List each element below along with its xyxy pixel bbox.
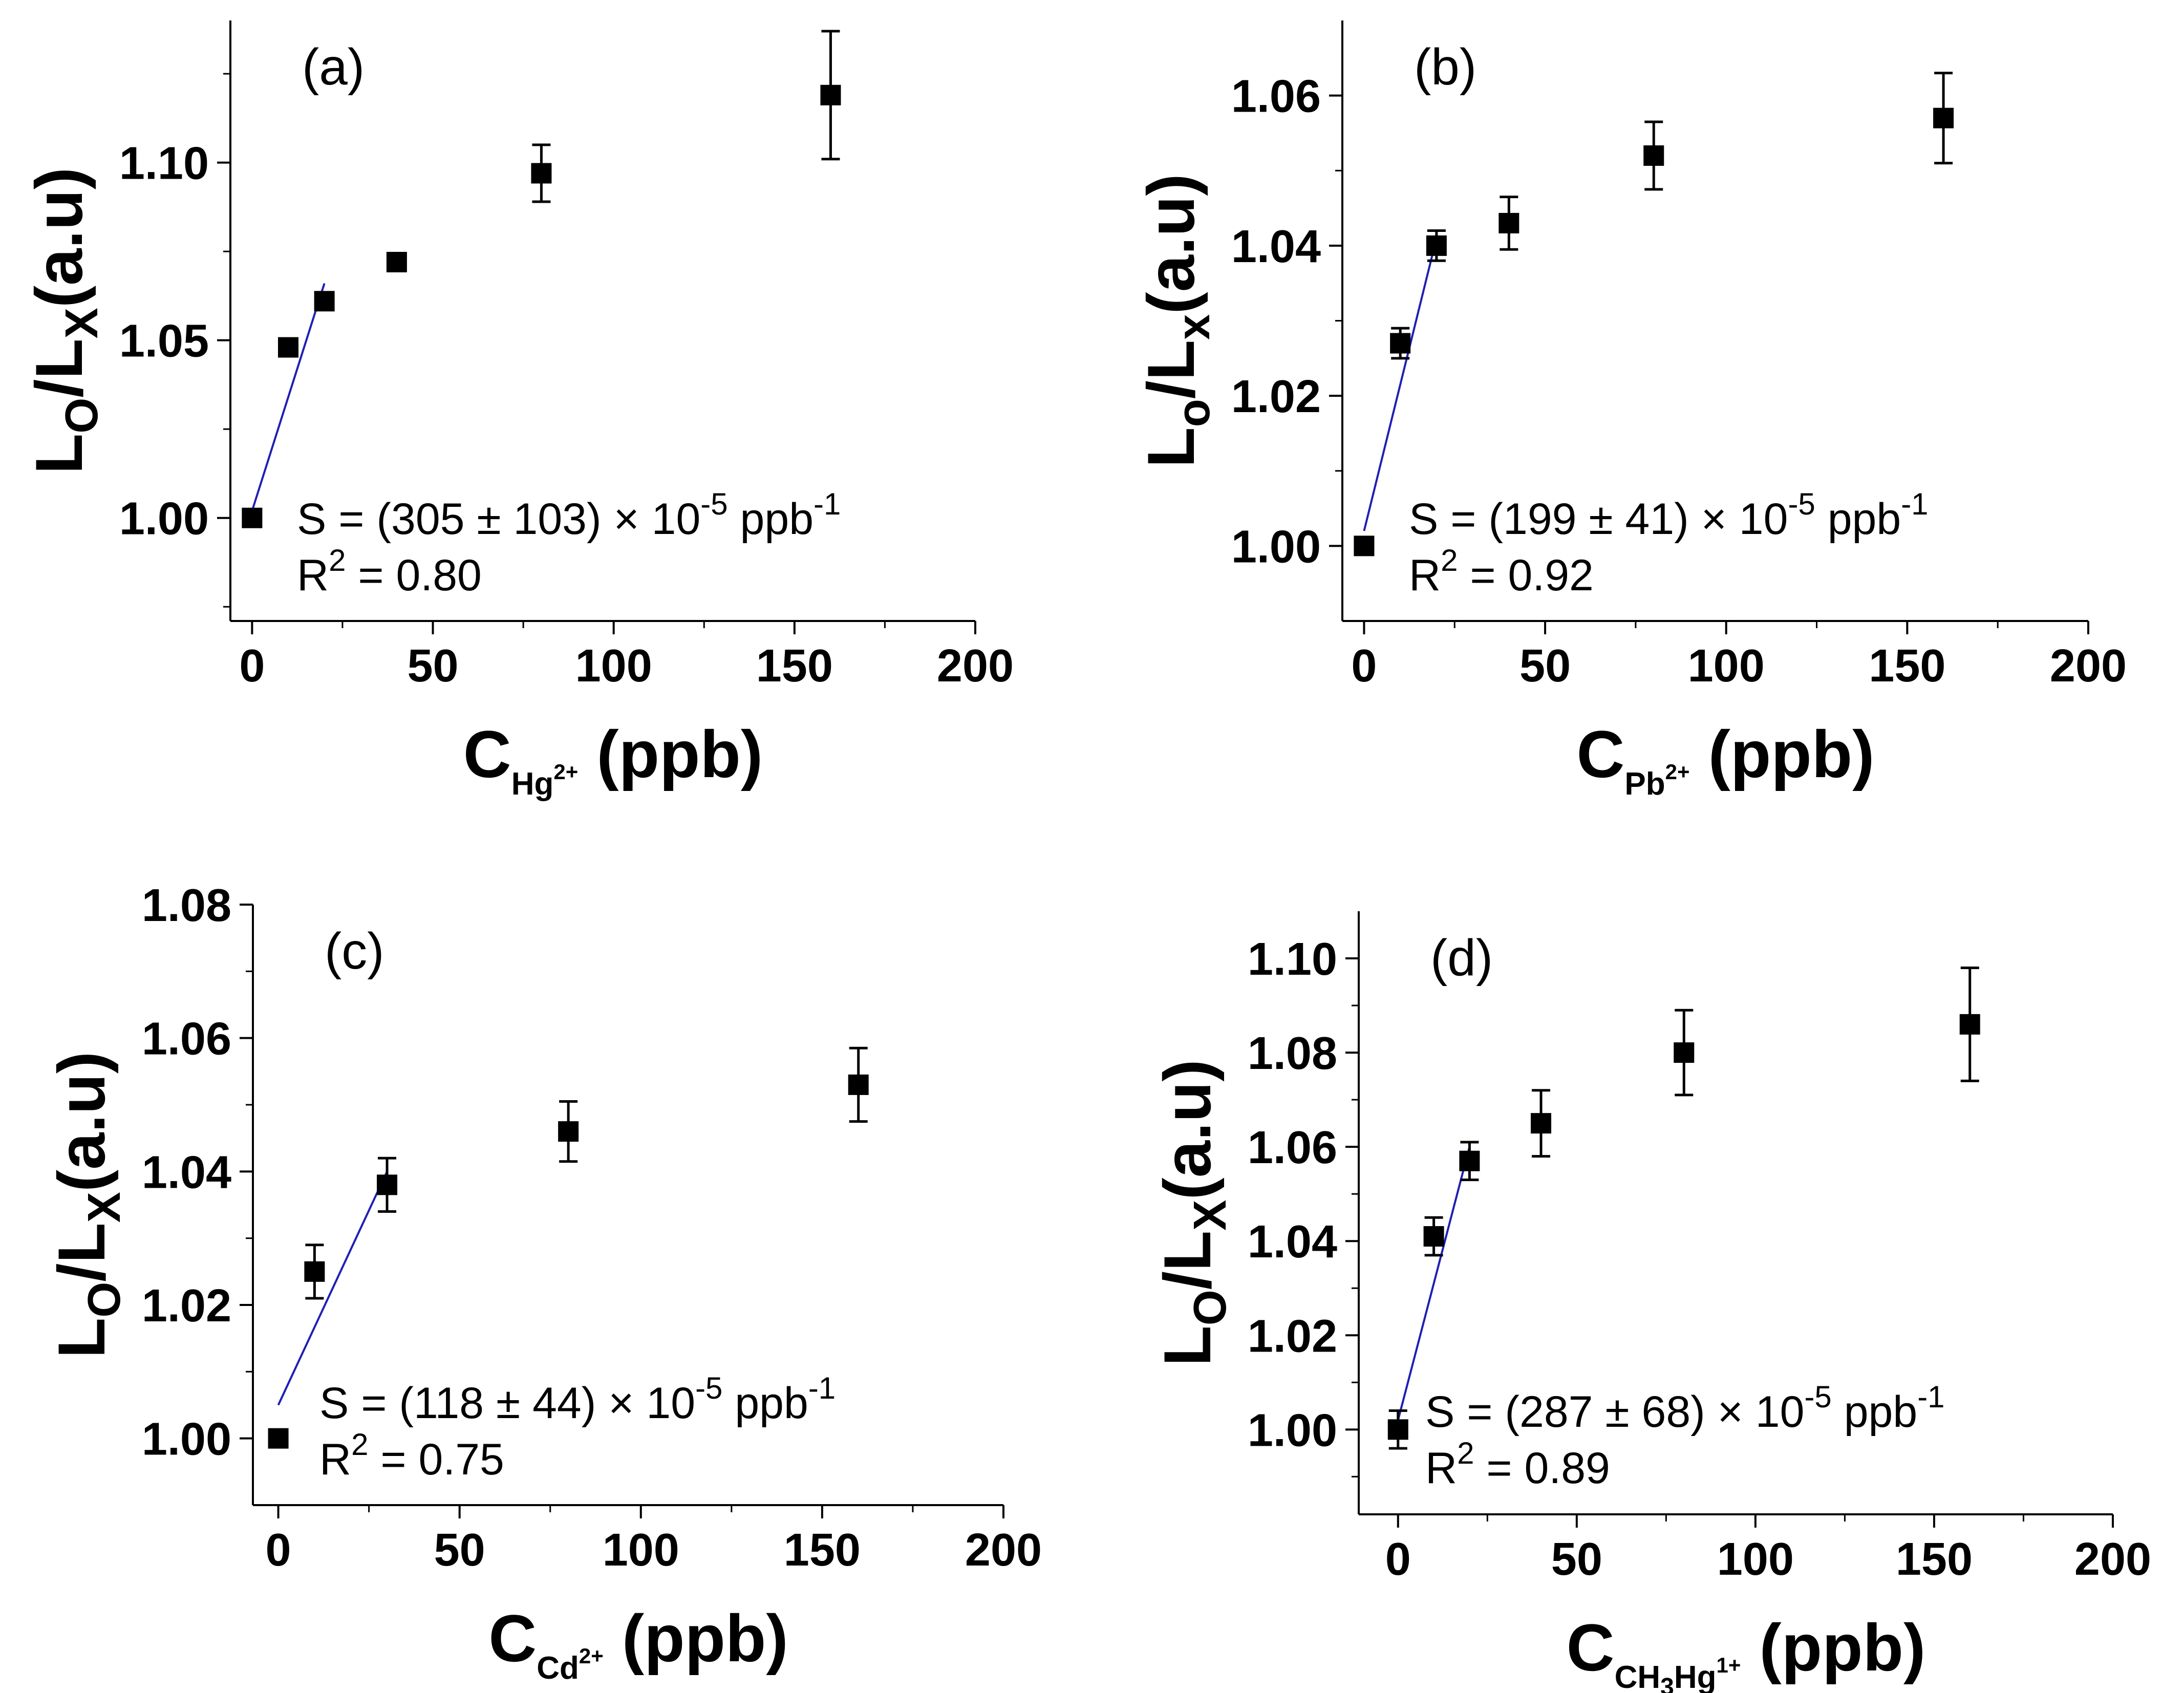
y-tick-label: 1.04 [142,1147,231,1198]
data-point [1498,212,1519,233]
y-tick-label: 1.05 [119,316,209,367]
x-tick-label: 0 [239,640,265,692]
x-tick-label: 150 [1896,1534,1973,1585]
data-point [820,84,841,105]
fit-line [251,283,326,511]
data-point [1459,1150,1480,1171]
data-point [1354,535,1375,556]
data-point [1674,1042,1695,1063]
x-tick-label: 50 [407,640,458,692]
y-tick-label: 1.02 [1248,1311,1337,1362]
x-tick-label: 100 [603,1525,679,1576]
x-axis-label: CHg2+ (ppb) [463,717,763,802]
x-tick-label: 50 [1551,1534,1602,1585]
y-axis-label: LO/LX(a.u) [22,167,108,474]
x-tick-label: 150 [756,640,833,692]
r-squared-text: R2 = 0.89 [1425,1436,1610,1493]
x-tick-label: 100 [1688,640,1765,692]
y-tick-label: 1.06 [1248,1122,1337,1173]
data-point [278,337,299,358]
panel-c: 0 50 100 150 200 1.00 1.02 1.04 1.06 1.08 (c) S = (… [44,880,1042,1686]
x-axis-label: CPb2+ (ppb) [1577,717,1875,802]
y-tick-label: 1.08 [142,880,231,931]
data-point [242,507,263,528]
x-tick-label: 200 [937,640,1014,692]
data-point [1531,1113,1552,1134]
y-tick-label: 1.10 [119,138,209,189]
x-tick-label: 50 [434,1525,485,1576]
x-axis-label: CCd2+ (ppb) [488,1601,788,1686]
y-axis-label: LO/LX(a.u) [44,1052,130,1358]
sensitivity-text: S = (199 ± 41) × 10-5 ppb-1 [1409,487,1929,544]
panel-d: 0 50 100 150 200 1.00 1.02 1.04 1.06 1.08 1.10 (d) S… [1150,911,2151,1693]
data-point [558,1121,579,1142]
r-squared-text: R2 = 0.75 [319,1427,504,1484]
x-tick-label: 100 [1717,1534,1794,1585]
data-point [1423,1226,1444,1247]
data-point [1959,1014,1980,1035]
sensitivity-text: S = (118 ± 44) × 10-5 ppb-1 [319,1371,836,1428]
panel-label: (b) [1414,38,1476,96]
y-axis-label: Lo/Lx(a.u) [1133,174,1219,467]
sensitivity-text: S = (305 ± 103) × 10-5 ppb-1 [297,487,841,544]
y-tick-label: 1.02 [142,1280,231,1332]
y-tick-label: 1.00 [1231,521,1321,572]
fit-line [1397,1146,1471,1421]
x-tick-label: 100 [575,640,652,692]
data-point [531,163,552,184]
fit-line [277,1171,388,1406]
y-tick-label: 1.06 [142,1014,231,1065]
panel-label: (c) [325,923,384,980]
data-point [1387,1419,1408,1440]
x-tick-label: 150 [1869,640,1945,692]
x-tick-label: 200 [2050,640,2127,692]
sensitivity-text: S = (287 ± 68) × 10-5 ppb-1 [1425,1380,1945,1437]
x-tick-label: 50 [1519,640,1571,692]
x-tick-label: 200 [2074,1534,2151,1585]
panel-b: 0 50 100 150 200 1.00 1.02 1.04 1.06 (b) S = (199 … [1133,20,2127,802]
y-tick-label: 1.00 [1248,1405,1337,1456]
data-point [1643,145,1664,166]
y-tick-label: 1.10 [1248,934,1337,985]
data-point [314,291,335,312]
y-tick-label: 1.06 [1231,71,1321,122]
y-tick-label: 1.08 [1248,1028,1337,1079]
y-tick-label: 1.04 [1248,1216,1337,1268]
x-tick-label: 200 [965,1525,1042,1576]
data-point [377,1174,398,1195]
data-point [1426,235,1447,256]
x-tick-label: 0 [1385,1534,1411,1585]
data-point [848,1074,869,1095]
y-axis-label: LO/LX(a.u) [1150,1059,1236,1366]
data-point [1390,333,1411,354]
panel-a: 0 50 100 150 200 1.00 1.05 1.10 (a) S = (305 ± 10… [22,20,1014,802]
y-tick-label: 1.04 [1231,221,1321,272]
x-tick-label: 0 [266,1525,291,1576]
panel-label: (d) [1430,929,1493,987]
x-tick-label: 150 [784,1525,861,1576]
fit-line [1363,238,1438,531]
panel-label: (a) [302,38,365,96]
x-axis-label: CCH3Hg1+ (ppb) [1567,1610,1926,1693]
data-point [386,251,407,272]
y-tick-label: 1.00 [142,1414,231,1465]
r-squared-text: R2 = 0.92 [1409,543,1594,600]
data-point [1933,108,1954,128]
y-tick-label: 1.02 [1231,371,1321,422]
y-tick-label: 1.00 [119,494,209,545]
r-squared-text: R2 = 0.80 [297,543,482,600]
data-point [268,1428,289,1449]
data-point [304,1261,325,1282]
x-tick-label: 0 [1351,640,1377,692]
